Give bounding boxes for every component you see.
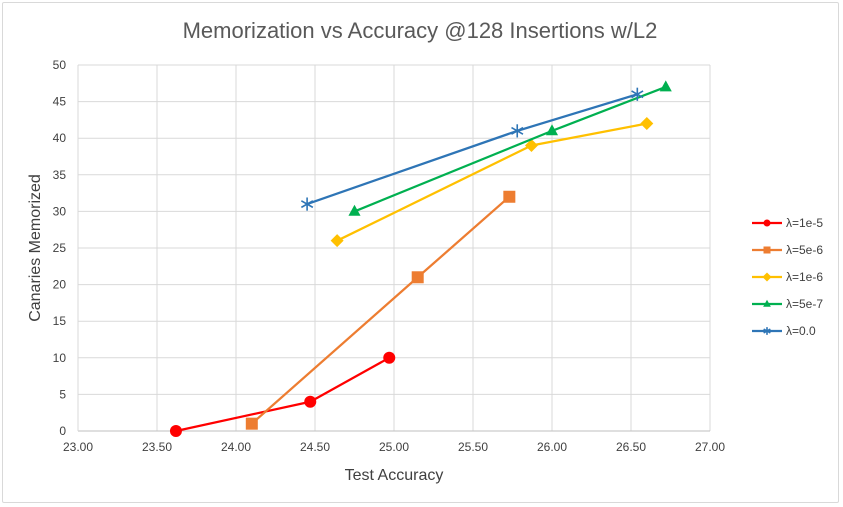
data-point-triangle xyxy=(545,124,559,136)
data-point-asterisk xyxy=(763,327,771,335)
legend-item: λ=1e-5 xyxy=(752,216,823,230)
x-axis-title: Test Accuracy xyxy=(345,467,444,484)
y-axis-title: Canaries Memorized xyxy=(27,174,44,322)
series-line xyxy=(336,122,648,242)
x-tick-label: 26.50 xyxy=(616,440,646,454)
chart-title: Memorization vs Accuracy @128 Insertions… xyxy=(183,18,658,43)
x-tick-label: 23.50 xyxy=(142,440,172,454)
y-tick-label: 0 xyxy=(59,424,66,438)
y-tick-label: 5 xyxy=(59,387,66,401)
y-tick-label: 35 xyxy=(53,168,67,182)
series-group xyxy=(169,80,672,437)
legend-label: λ=5e-6 xyxy=(786,243,823,257)
data-point-triangle xyxy=(763,299,771,307)
legend-label: λ=1e-6 xyxy=(786,270,823,284)
y-tick-label: 20 xyxy=(53,278,67,292)
y-tick-label: 50 xyxy=(53,58,67,72)
series-line xyxy=(306,93,638,206)
asterisk-stroke xyxy=(763,328,771,334)
series-4 xyxy=(300,87,644,211)
x-tick-label: 25.00 xyxy=(379,440,409,454)
data-point-square xyxy=(411,271,424,284)
legend-item: λ=0.0 xyxy=(752,324,816,338)
data-point-triangle xyxy=(659,80,672,92)
x-tick-label: 24.00 xyxy=(221,440,251,454)
data-point-diamond xyxy=(330,234,344,248)
asterisk-stroke xyxy=(631,90,644,99)
y-tick-label: 25 xyxy=(53,241,67,255)
data-point-circle xyxy=(169,425,182,437)
x-tick-label: 23.00 xyxy=(63,440,93,454)
y-tick-label: 10 xyxy=(53,351,67,365)
legend-item: λ=5e-7 xyxy=(752,297,823,311)
x-tick-label: 27.00 xyxy=(695,440,725,454)
data-point-square xyxy=(503,190,516,203)
series-3 xyxy=(348,80,672,216)
data-point-asterisk xyxy=(631,87,644,101)
series-0 xyxy=(169,351,396,437)
data-point-circle xyxy=(383,351,396,364)
x-tick-label: 26.00 xyxy=(537,440,567,454)
data-point-diamond xyxy=(762,272,772,282)
data-point-circle xyxy=(304,395,317,408)
legend-label: λ=1e-5 xyxy=(786,216,823,230)
data-point-asterisk xyxy=(300,197,314,211)
x-tick-label: 24.50 xyxy=(300,440,330,454)
data-point-square xyxy=(245,417,258,430)
data-point-diamond xyxy=(640,117,654,131)
legend-label: λ=5e-7 xyxy=(786,297,823,311)
series-1 xyxy=(245,190,516,430)
data-point-circle xyxy=(763,219,771,227)
gridlines xyxy=(78,64,711,431)
legend-item: λ=5e-6 xyxy=(752,243,823,257)
series-2 xyxy=(330,117,654,248)
y-tick-label: 45 xyxy=(53,95,67,109)
y-tick-label: 30 xyxy=(53,204,67,218)
axes: 0 5 10 15 20 25 30 35 40 45 50 23.00 23.50 24.00 24.50… xyxy=(53,58,726,454)
asterisk-stroke xyxy=(511,126,524,135)
legend: λ=1e-5 λ=5e-6 λ=1e-6 λ=5e-7 λ=0.0 xyxy=(752,216,823,338)
legend-item: λ=1e-6 xyxy=(752,270,823,284)
data-point-asterisk xyxy=(511,124,524,138)
series-line xyxy=(251,195,511,425)
data-point-diamond xyxy=(524,139,538,153)
y-tick-label: 40 xyxy=(53,131,67,145)
data-point-square xyxy=(763,246,771,254)
y-tick-label: 15 xyxy=(53,314,67,328)
legend-label: λ=0.0 xyxy=(786,324,816,338)
data-point-triangle xyxy=(348,204,361,216)
x-tick-label: 25.50 xyxy=(458,440,488,454)
asterisk-stroke xyxy=(300,200,314,209)
